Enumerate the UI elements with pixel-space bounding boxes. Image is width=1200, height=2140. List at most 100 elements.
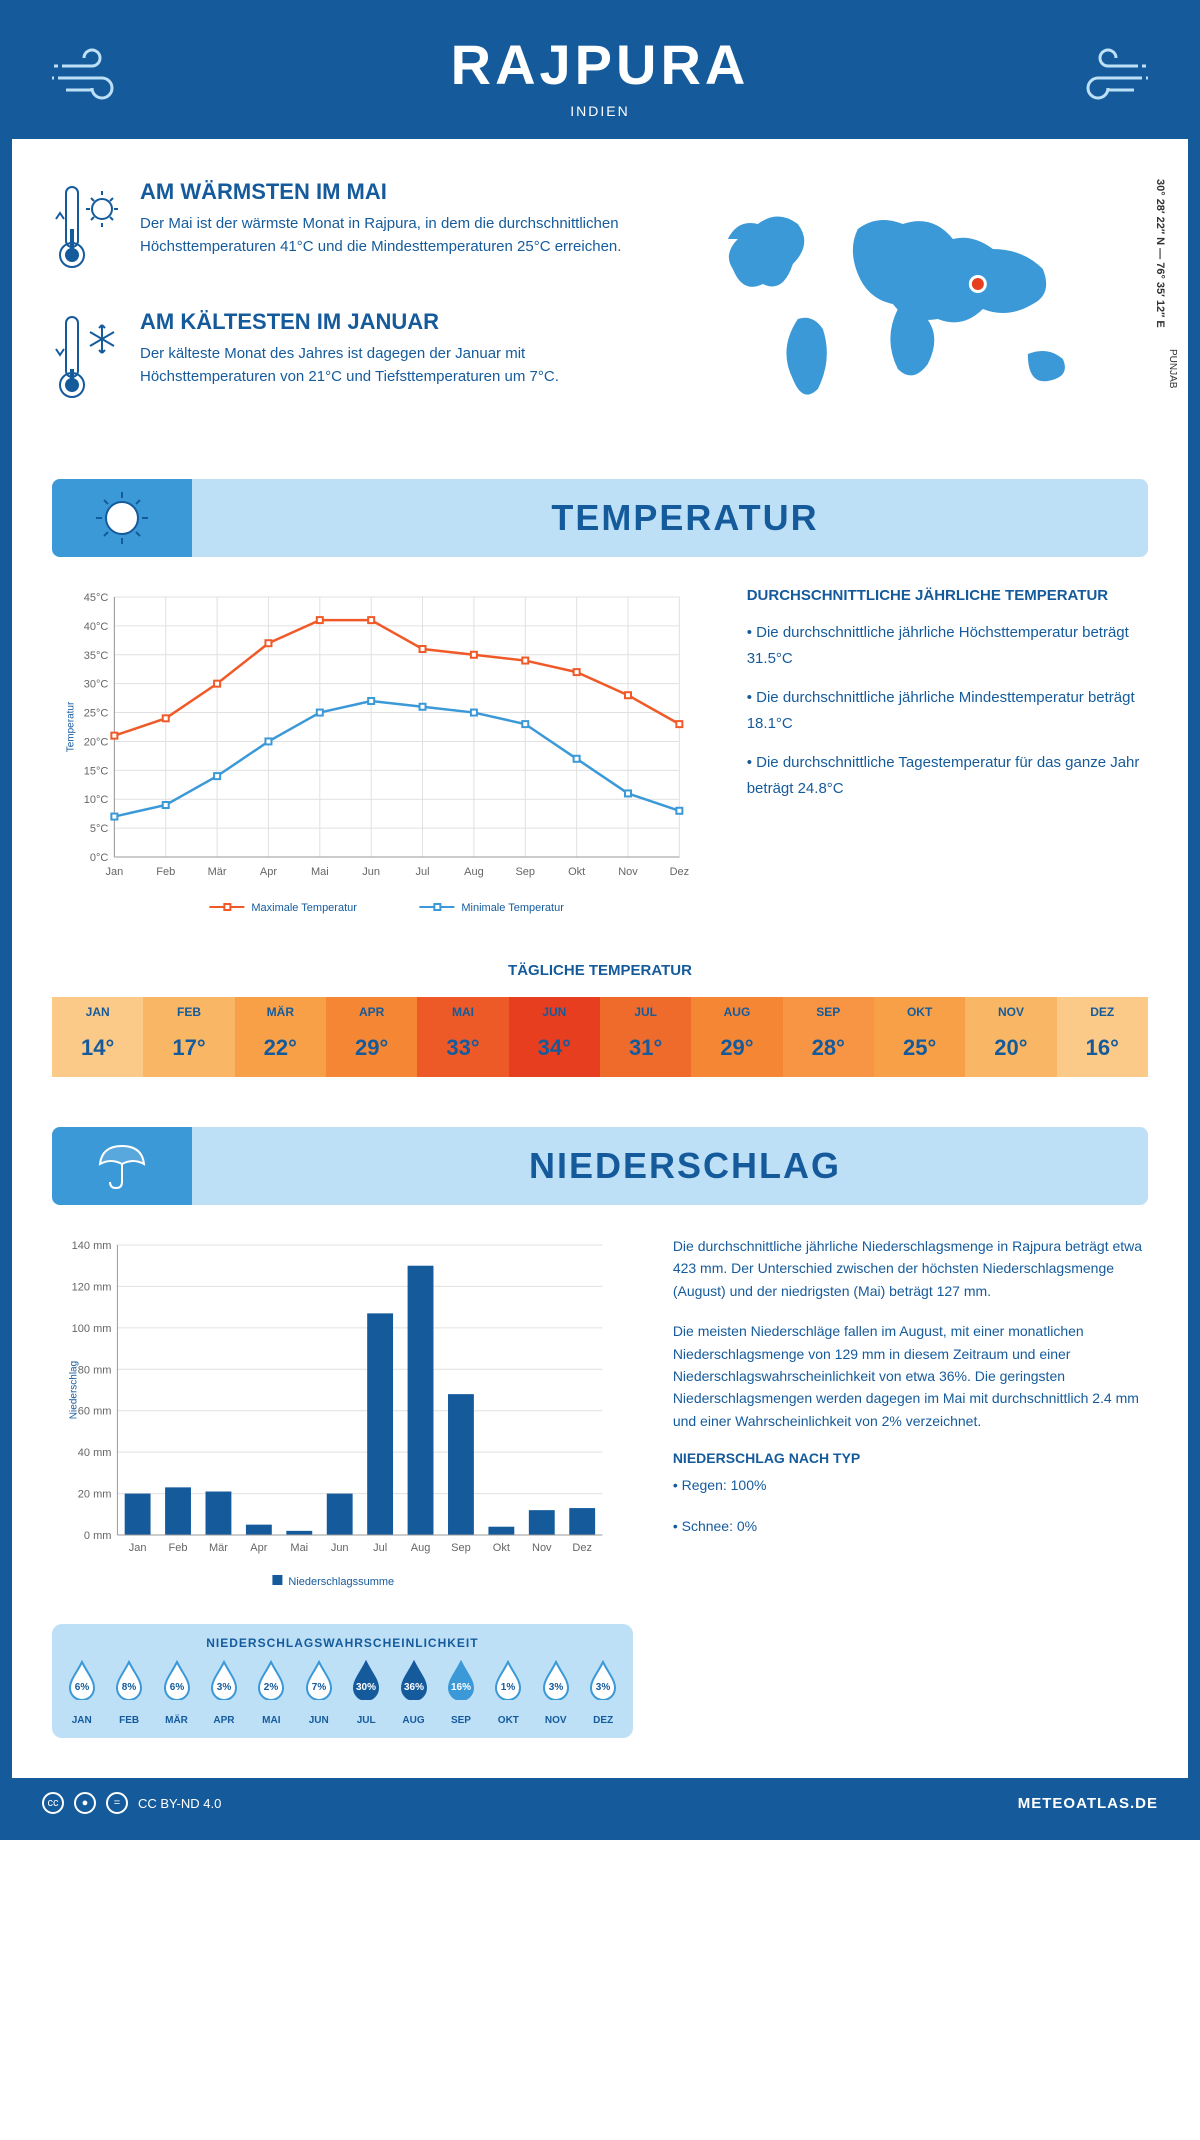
- svg-text:Feb: Feb: [156, 866, 175, 878]
- precip-title: NIEDERSCHLAG: [252, 1145, 1118, 1187]
- precip-p2: Die meisten Niederschläge fallen im Augu…: [673, 1320, 1148, 1432]
- svg-text:35°C: 35°C: [84, 650, 109, 662]
- svg-text:Maximale Temperatur: Maximale Temperatur: [251, 902, 357, 914]
- precip-rain: • Regen: 100%: [673, 1474, 1148, 1496]
- temp-side-title: DURCHSCHNITTLICHE JÄHRLICHE TEMPERATUR: [747, 587, 1148, 604]
- svg-text:Jul: Jul: [373, 1542, 387, 1554]
- footer: cc ● = CC BY-ND 4.0 METEOATLAS.DE: [12, 1778, 1188, 1828]
- coords: 30° 28′ 22″ N — 76° 35′ 12″ E: [1154, 179, 1166, 328]
- cold-title: AM KÄLTESTEN IM JANUAR: [140, 309, 638, 335]
- daily-cell: APR29°: [326, 997, 417, 1077]
- svg-text:36%: 36%: [404, 1682, 424, 1693]
- svg-text:30°C: 30°C: [84, 679, 109, 691]
- city-name: RAJPURA: [132, 32, 1068, 97]
- svg-text:Okt: Okt: [493, 1542, 510, 1554]
- thermometer-sun-icon: [52, 179, 122, 279]
- svg-text:Nov: Nov: [532, 1542, 552, 1554]
- warm-block: AM WÄRMSTEN IM MAI Der Mai ist der wärms…: [52, 179, 638, 279]
- section-header-temp: TEMPERATUR: [52, 479, 1148, 557]
- daily-cell: AUG29°: [691, 997, 782, 1077]
- svg-text:1%: 1%: [501, 1682, 516, 1693]
- sun-icon: [92, 488, 152, 548]
- svg-text:40 mm: 40 mm: [78, 1447, 112, 1459]
- daily-cell: MÄR22°: [235, 997, 326, 1077]
- svg-text:20°C: 20°C: [84, 736, 109, 748]
- warm-title: AM WÄRMSTEN IM MAI: [140, 179, 638, 205]
- svg-text:Mär: Mär: [209, 1542, 228, 1554]
- svg-text:Temperatur: Temperatur: [65, 701, 76, 752]
- svg-text:3%: 3%: [549, 1682, 564, 1693]
- daily-temp-strip: JAN14°FEB17°MÄR22°APR29°MAI33°JUN34°JUL3…: [52, 997, 1148, 1077]
- svg-text:140 mm: 140 mm: [72, 1240, 112, 1252]
- svg-text:120 mm: 120 mm: [72, 1281, 112, 1293]
- temp-summary: DURCHSCHNITTLICHE JÄHRLICHE TEMPERATUR •…: [747, 587, 1148, 932]
- prob-cell: 7%JUN: [295, 1660, 342, 1726]
- svg-text:Jul: Jul: [416, 866, 430, 878]
- probability-box: NIEDERSCHLAGSWAHRSCHEINLICHKEIT 6%JAN8%F…: [52, 1624, 633, 1738]
- svg-text:Apr: Apr: [260, 866, 277, 878]
- svg-text:Jun: Jun: [331, 1542, 349, 1554]
- prob-cell: 3%DEZ: [579, 1660, 626, 1726]
- svg-text:7%: 7%: [312, 1682, 327, 1693]
- prob-cell: 2%MAI: [248, 1660, 295, 1726]
- precip-snow: • Schnee: 0%: [673, 1515, 1148, 1537]
- svg-text:15°C: 15°C: [84, 765, 109, 777]
- precip-summary: Die durchschnittliche jährliche Niedersc…: [673, 1235, 1148, 1738]
- svg-text:Sep: Sep: [451, 1542, 471, 1554]
- daily-cell: DEZ16°: [1057, 997, 1148, 1077]
- site-name: METEOATLAS.DE: [1018, 1795, 1158, 1812]
- temp-side-l1: • Die durchschnittliche jährliche Höchst…: [747, 620, 1148, 671]
- svg-text:Sep: Sep: [515, 866, 535, 878]
- section-header-precip: NIEDERSCHLAG: [52, 1127, 1148, 1205]
- daily-cell: JUN34°: [509, 997, 600, 1077]
- svg-text:100 mm: 100 mm: [72, 1323, 112, 1335]
- svg-text:Feb: Feb: [169, 1542, 188, 1554]
- license-text: CC BY-ND 4.0: [138, 1796, 221, 1811]
- wind-icon: [1068, 46, 1148, 106]
- wind-icon: [52, 46, 132, 106]
- prob-cell: 30%JUL: [342, 1660, 389, 1726]
- svg-text:Jan: Jan: [105, 866, 123, 878]
- svg-text:Okt: Okt: [568, 866, 585, 878]
- svg-text:Niederschlagssumme: Niederschlagssumme: [288, 1576, 394, 1588]
- daily-cell: JAN14°: [52, 997, 143, 1077]
- precip-p1: Die durchschnittliche jährliche Niedersc…: [673, 1235, 1148, 1302]
- svg-text:Aug: Aug: [464, 866, 484, 878]
- temp-side-l2: • Die durchschnittliche jährliche Mindes…: [747, 685, 1148, 736]
- daily-cell: OKT25°: [874, 997, 965, 1077]
- cold-block: AM KÄLTESTEN IM JANUAR Der kälteste Mona…: [52, 309, 638, 409]
- region: PUNJAB: [1167, 349, 1178, 388]
- svg-text:60 mm: 60 mm: [78, 1406, 112, 1418]
- daily-cell: MAI33°: [417, 997, 508, 1077]
- temp-chart: 0°C5°C10°C15°C20°C25°C30°C35°C40°C45°CJa…: [52, 587, 707, 932]
- summary-row: AM WÄRMSTEN IM MAI Der Mai ist der wärms…: [52, 179, 1148, 439]
- country: INDIEN: [132, 103, 1068, 119]
- cc-icon: cc: [42, 1792, 64, 1814]
- precip-chart: 0 mm20 mm40 mm60 mm80 mm100 mm120 mm140 …: [52, 1235, 633, 1600]
- svg-text:Dez: Dez: [572, 1542, 592, 1554]
- world-map: 30° 28′ 22″ N — 76° 35′ 12″ E PUNJAB: [668, 179, 1148, 439]
- prob-cell: 3%APR: [200, 1660, 247, 1726]
- header: RAJPURA INDIEN: [12, 12, 1188, 139]
- temp-side-l3: • Die durchschnittliche Tagestemperatur …: [747, 750, 1148, 801]
- prob-title: NIEDERSCHLAGSWAHRSCHEINLICHKEIT: [58, 1636, 627, 1650]
- svg-text:Aug: Aug: [411, 1542, 431, 1554]
- svg-text:Minimale Temperatur: Minimale Temperatur: [461, 902, 564, 914]
- svg-text:Dez: Dez: [670, 866, 690, 878]
- svg-text:6%: 6%: [74, 1682, 89, 1693]
- svg-text:25°C: 25°C: [84, 708, 109, 720]
- svg-text:30%: 30%: [356, 1682, 376, 1693]
- prob-cell: 8%FEB: [105, 1660, 152, 1726]
- prob-cell: 6%MÄR: [153, 1660, 200, 1726]
- svg-text:5°C: 5°C: [90, 823, 109, 835]
- daily-cell: FEB17°: [143, 997, 234, 1077]
- daily-cell: SEP28°: [783, 997, 874, 1077]
- svg-text:16%: 16%: [451, 1682, 471, 1693]
- prob-cell: 36%AUG: [390, 1660, 437, 1726]
- svg-text:3%: 3%: [217, 1682, 232, 1693]
- daily-cell: NOV20°: [965, 997, 1056, 1077]
- svg-text:8%: 8%: [122, 1682, 137, 1693]
- warm-text: Der Mai ist der wärmste Monat in Rajpura…: [140, 213, 638, 258]
- svg-text:Niederschlag: Niederschlag: [68, 1361, 79, 1419]
- svg-text:Jun: Jun: [362, 866, 380, 878]
